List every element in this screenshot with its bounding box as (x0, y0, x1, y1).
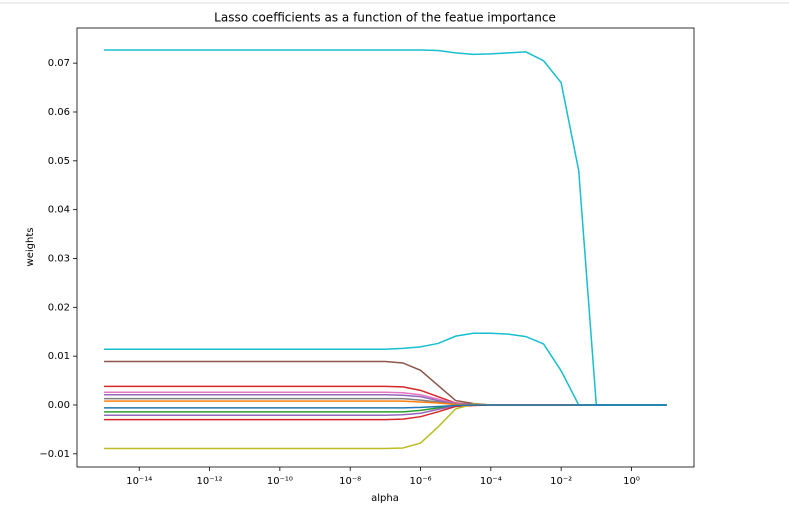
plot-frame (76, 27, 695, 468)
y-tick-label: 0.05 (48, 156, 70, 167)
series-line (104, 332, 667, 406)
chart-title: Lasso coefficients as a function of the … (214, 11, 556, 25)
y-tick-label: 0.02 (48, 302, 70, 313)
series-line (104, 404, 667, 416)
x-tick-label: 10⁻¹⁴ (126, 476, 152, 487)
series-line (104, 49, 667, 406)
y-tick-label: 0.01 (48, 351, 70, 362)
y-tick-label: −0.01 (39, 449, 70, 460)
x-tick-label: 10⁻¹² (197, 476, 223, 487)
x-axis-label: alpha (371, 493, 399, 504)
series-line (104, 403, 667, 450)
y-tick-label: 0.03 (48, 253, 70, 264)
y-axis-label: weights (25, 228, 36, 267)
x-tick-label: 10⁻⁸ (339, 476, 361, 487)
x-tick-label: 10⁰ (623, 476, 640, 487)
y-tick-label: 0.06 (48, 107, 70, 118)
y-tick-label: 0.04 (48, 205, 70, 216)
x-tick-label: 10⁻¹⁰ (267, 476, 293, 487)
x-tick-label: 10⁻² (550, 476, 572, 487)
series-line (104, 393, 667, 406)
x-tick-label: 10⁻⁶ (410, 476, 432, 487)
series-line (104, 385, 667, 406)
x-tick-label: 10⁻⁴ (480, 476, 502, 487)
series-line (104, 404, 667, 409)
y-tick-label: 0.00 (48, 400, 70, 411)
y-tick-label: 0.07 (48, 58, 70, 69)
plot-area (104, 49, 667, 450)
